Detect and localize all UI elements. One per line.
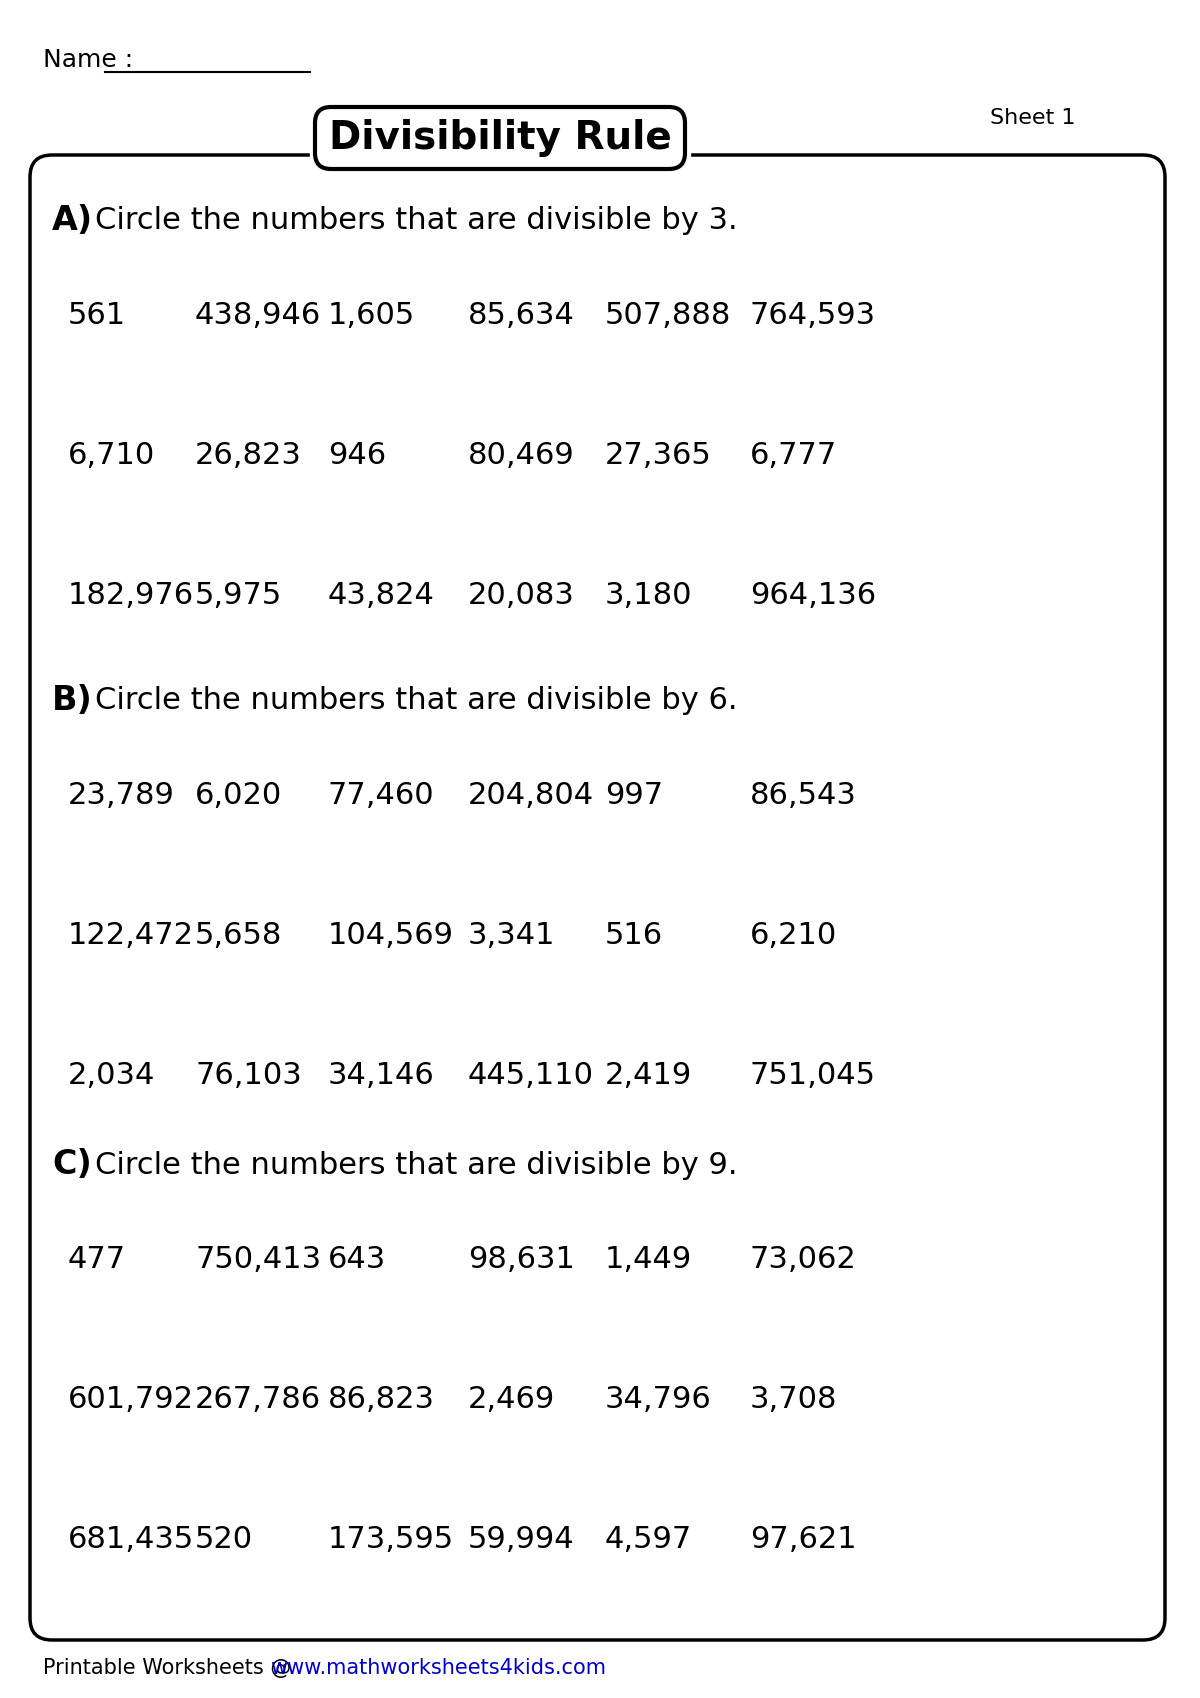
Text: Circle the numbers that are divisible by 3.: Circle the numbers that are divisible by… [95,205,738,234]
Text: 946: 946 [328,440,386,470]
Text: 104,569: 104,569 [328,920,454,949]
Text: Sheet 1: Sheet 1 [990,109,1075,127]
Text: 122,472: 122,472 [68,920,194,949]
Text: 601,792: 601,792 [68,1386,194,1414]
Text: 34,146: 34,146 [328,1061,434,1090]
Text: 5,975: 5,975 [194,581,282,610]
Text: 23,789: 23,789 [68,781,175,810]
Text: 3,180: 3,180 [605,581,692,610]
Text: 182,976: 182,976 [68,581,194,610]
Text: www.mathworksheets4kids.com: www.mathworksheets4kids.com [270,1657,606,1678]
Text: 173,595: 173,595 [328,1525,454,1554]
Text: 6,020: 6,020 [194,781,282,810]
Text: 438,946: 438,946 [194,301,322,329]
Text: 73,062: 73,062 [750,1246,857,1275]
Text: 3,341: 3,341 [468,920,556,949]
Text: 85,634: 85,634 [468,301,575,329]
Text: 681,435: 681,435 [68,1525,194,1554]
Text: A): A) [52,204,94,236]
Text: Printable Worksheets @: Printable Worksheets @ [43,1657,298,1678]
Text: 4,597: 4,597 [605,1525,692,1554]
Text: B): B) [52,684,92,717]
Text: 86,543: 86,543 [750,781,857,810]
Text: 27,365: 27,365 [605,440,712,470]
Text: Circle the numbers that are divisible by 6.: Circle the numbers that are divisible by… [95,686,738,715]
Text: 964,136: 964,136 [750,581,876,610]
Text: 77,460: 77,460 [328,781,434,810]
Text: 643: 643 [328,1246,386,1275]
Text: 764,593: 764,593 [750,301,876,329]
Text: 6,210: 6,210 [750,920,838,949]
Text: 516: 516 [605,920,664,949]
Text: 5,658: 5,658 [194,920,282,949]
Text: 1,449: 1,449 [605,1246,692,1275]
Text: 1,605: 1,605 [328,301,415,329]
Text: 477: 477 [68,1246,126,1275]
Text: 6,777: 6,777 [750,440,838,470]
Text: 34,796: 34,796 [605,1386,712,1414]
Text: 507,888: 507,888 [605,301,731,329]
Text: 561: 561 [68,301,126,329]
Text: Circle the numbers that are divisible by 9.: Circle the numbers that are divisible by… [95,1151,738,1180]
Text: 80,469: 80,469 [468,440,575,470]
Text: 97,621: 97,621 [750,1525,857,1554]
Text: 76,103: 76,103 [194,1061,301,1090]
Text: 2,419: 2,419 [605,1061,692,1090]
Text: 204,804: 204,804 [468,781,594,810]
Text: 751,045: 751,045 [750,1061,876,1090]
Text: 86,823: 86,823 [328,1386,436,1414]
Text: 98,631: 98,631 [468,1246,575,1275]
FancyBboxPatch shape [314,107,685,170]
Text: Divisibility Rule: Divisibility Rule [329,119,671,156]
Text: 520: 520 [194,1525,253,1554]
Text: 3,708: 3,708 [750,1386,838,1414]
FancyBboxPatch shape [30,155,1165,1640]
Text: 59,994: 59,994 [468,1525,575,1554]
Text: Name :: Name : [43,48,133,71]
Text: 2,034: 2,034 [68,1061,155,1090]
Text: 445,110: 445,110 [468,1061,594,1090]
Text: 750,413: 750,413 [194,1246,322,1275]
Text: 6,710: 6,710 [68,440,155,470]
Text: 26,823: 26,823 [194,440,302,470]
Text: 997: 997 [605,781,664,810]
Text: C): C) [52,1148,91,1182]
Text: 2,469: 2,469 [468,1386,556,1414]
Text: 267,786: 267,786 [194,1386,322,1414]
Text: 43,824: 43,824 [328,581,434,610]
Text: 20,083: 20,083 [468,581,575,610]
